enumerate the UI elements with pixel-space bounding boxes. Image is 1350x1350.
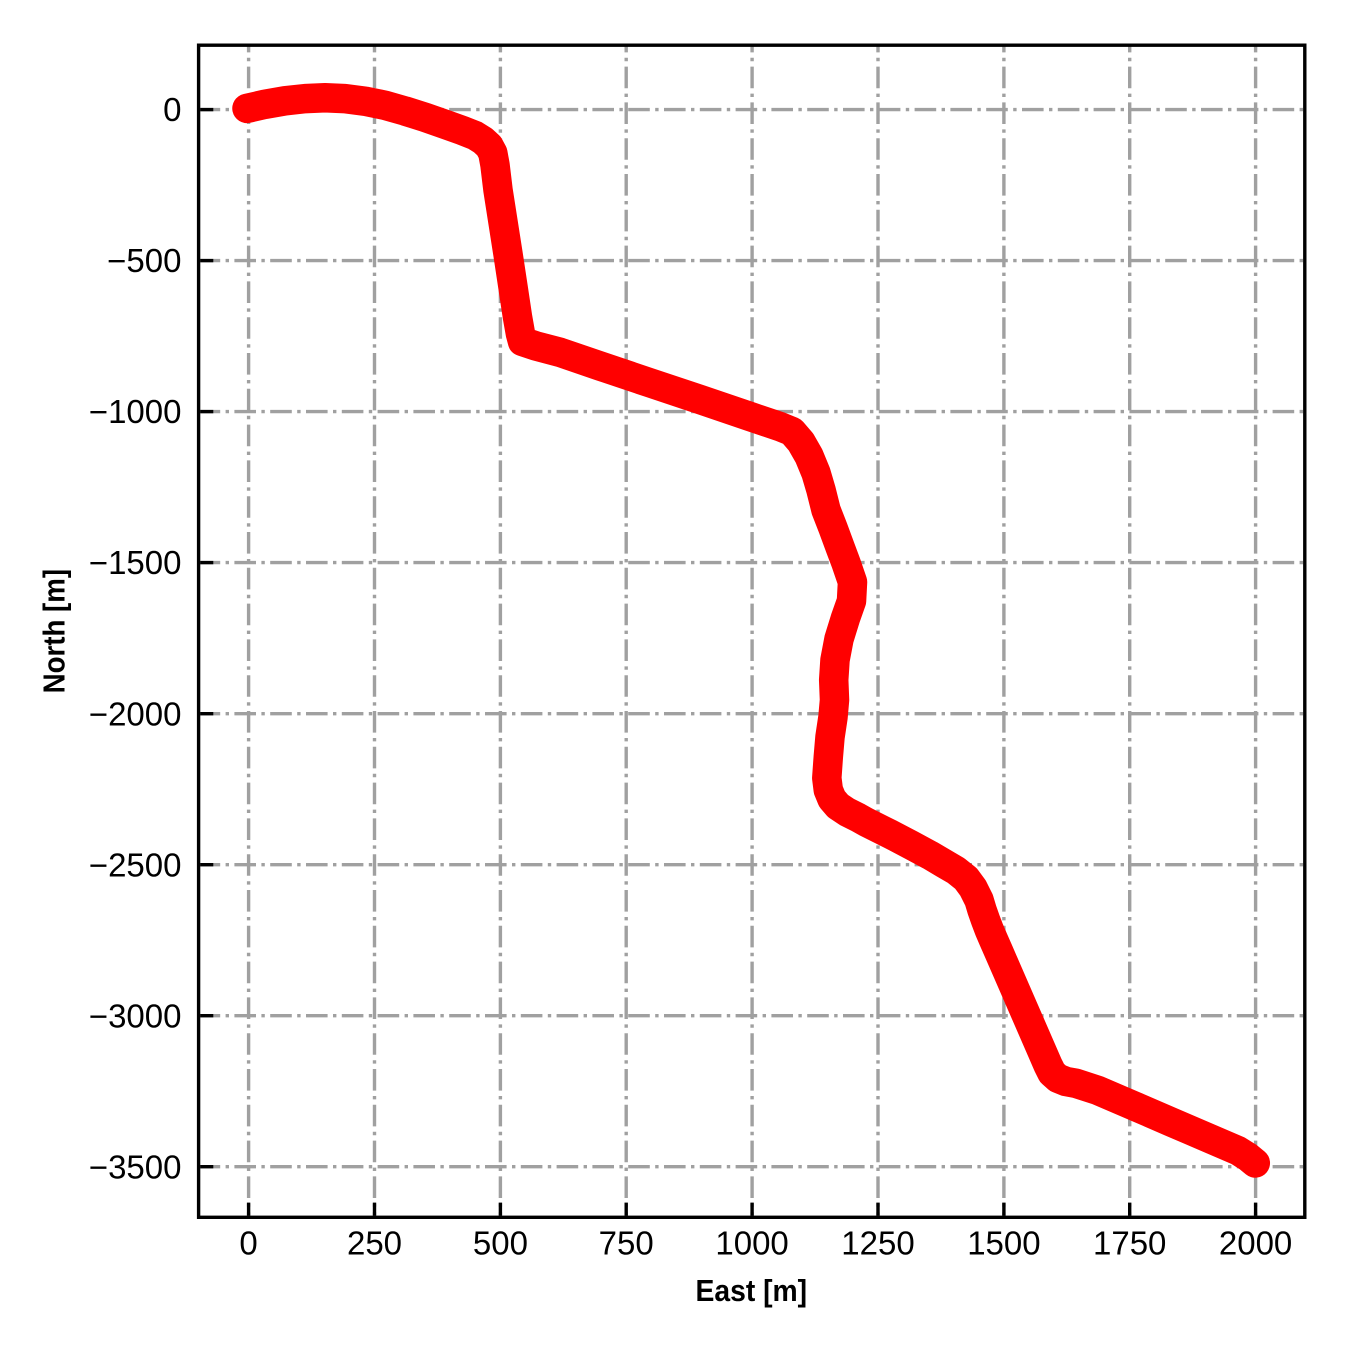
svg-text:−1000: −1000 xyxy=(89,393,182,430)
svg-text:−500: −500 xyxy=(107,242,181,279)
svg-text:1250: 1250 xyxy=(841,1225,914,1262)
svg-text:−2500: −2500 xyxy=(89,846,182,883)
svg-text:1750: 1750 xyxy=(1093,1225,1166,1262)
svg-text:250: 250 xyxy=(347,1225,402,1262)
svg-text:2000: 2000 xyxy=(1219,1225,1292,1262)
svg-text:−1500: −1500 xyxy=(89,544,182,581)
svg-text:750: 750 xyxy=(599,1225,654,1262)
svg-text:1000: 1000 xyxy=(715,1225,788,1262)
svg-text:−3500: −3500 xyxy=(89,1148,182,1185)
svg-text:0: 0 xyxy=(239,1225,257,1262)
svg-text:0: 0 xyxy=(163,91,181,128)
svg-text:−2000: −2000 xyxy=(89,695,182,732)
svg-text:−3000: −3000 xyxy=(89,997,182,1034)
svg-text:East [m]: East [m] xyxy=(696,1273,808,1308)
svg-text:500: 500 xyxy=(473,1225,528,1262)
svg-text:North [m]: North [m] xyxy=(37,569,72,694)
svg-text:1500: 1500 xyxy=(967,1225,1040,1262)
